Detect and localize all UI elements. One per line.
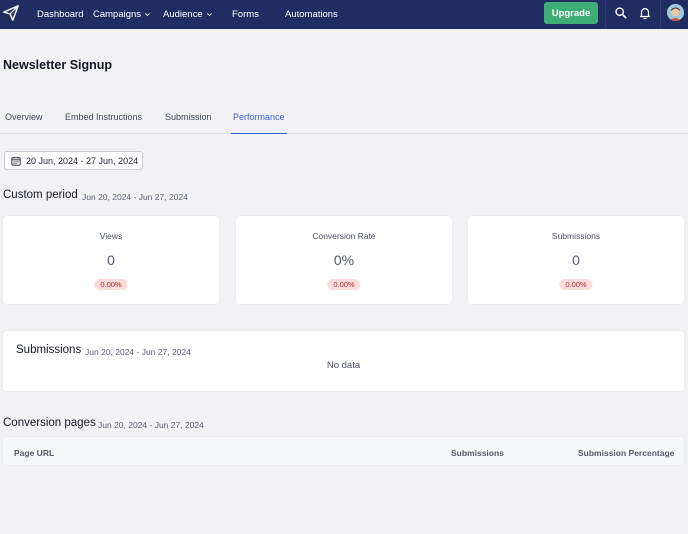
- conversion-pages-title: Conversion pages: [3, 417, 96, 429]
- no-data-message: No data: [326, 360, 361, 371]
- tab-embed-instructions[interactable]: Embed Instructions: [65, 112, 143, 122]
- chevron-down-icon: [145, 13, 151, 17]
- top-navigation: Dashboard Campaigns Audience Forms Autom…: [0, 0, 688, 29]
- user-avatar[interactable]: [667, 4, 684, 21]
- nav-campaigns[interactable]: Campaigns: [93, 0, 151, 29]
- page-title: Newsletter Signup: [3, 58, 113, 72]
- search-icon[interactable]: [614, 6, 628, 20]
- stat-value: 0: [572, 252, 580, 268]
- conversion-pages-table-header: Page URL Submissions Submission Percenta…: [3, 437, 684, 465]
- nav-divider: [660, 0, 661, 29]
- paper-plane-logo-icon[interactable]: [2, 4, 20, 22]
- nav-campaigns-label: Campaigns: [93, 9, 142, 20]
- nav-dashboard-label: Dashboard: [37, 9, 84, 20]
- stat-card-submissions: Submissions 0 0.00%: [468, 216, 684, 304]
- chevron-down-icon: [206, 13, 212, 17]
- date-range-picker[interactable]: 20 Jun, 2024 - 27 Jun, 2024: [4, 151, 143, 170]
- nav-forms[interactable]: Forms: [232, 0, 259, 29]
- change-badge: 0.00%: [94, 279, 128, 290]
- column-header-submission-percentage[interactable]: Submission Percentage: [578, 448, 675, 458]
- tab-performance[interactable]: Performance: [231, 108, 287, 134]
- change-badge: 0.00%: [559, 279, 593, 290]
- nav-forms-label: Forms: [232, 9, 259, 20]
- column-header-page-url[interactable]: Page URL: [14, 448, 55, 458]
- avatar-image-icon: [667, 4, 684, 21]
- stat-card-conversion-rate: Conversion Rate 0% 0.00%: [236, 216, 452, 304]
- stat-label: Views: [99, 231, 123, 241]
- nav-automations-label: Automations: [285, 9, 338, 20]
- submissions-title: Submissions: [16, 344, 82, 356]
- change-badge: 0.00%: [327, 279, 361, 290]
- tab-overview[interactable]: Overview: [5, 112, 43, 122]
- stat-value: 0%: [333, 252, 355, 268]
- stat-value: 0: [107, 252, 115, 268]
- stat-label: Submissions: [551, 231, 601, 241]
- tab-bar: Overview Embed Instructions Submission P…: [0, 108, 688, 134]
- nav-audience-label: Audience: [163, 9, 203, 20]
- nav-automations[interactable]: Automations: [285, 0, 338, 29]
- nav-divider: [605, 0, 606, 29]
- conversion-pages-range: Jun 20, 2024 - Jun 27, 2024: [98, 420, 204, 430]
- custom-period-range: Jun 20, 2024 - Jun 27, 2024: [82, 192, 188, 202]
- custom-period-title: Custom period: [3, 189, 78, 201]
- column-header-submissions[interactable]: Submissions: [451, 448, 504, 458]
- date-range-label: 20 Jun, 2024 - 27 Jun, 2024: [26, 155, 139, 166]
- calendar-icon: [11, 156, 21, 166]
- nav-dashboard[interactable]: Dashboard: [37, 0, 83, 29]
- submissions-card: Submissions Jun 20, 2024 - Jun 27, 2024 …: [3, 331, 684, 391]
- submissions-range: Jun 20, 2024 - Jun 27, 2024: [85, 347, 191, 357]
- nav-audience[interactable]: Audience: [163, 0, 213, 29]
- bell-icon[interactable]: [638, 6, 652, 20]
- stat-card-views: Views 0 0.00%: [3, 216, 219, 304]
- tab-submission[interactable]: Submission: [165, 112, 212, 122]
- stat-label: Conversion Rate: [312, 231, 376, 241]
- upgrade-button[interactable]: Upgrade: [544, 2, 598, 24]
